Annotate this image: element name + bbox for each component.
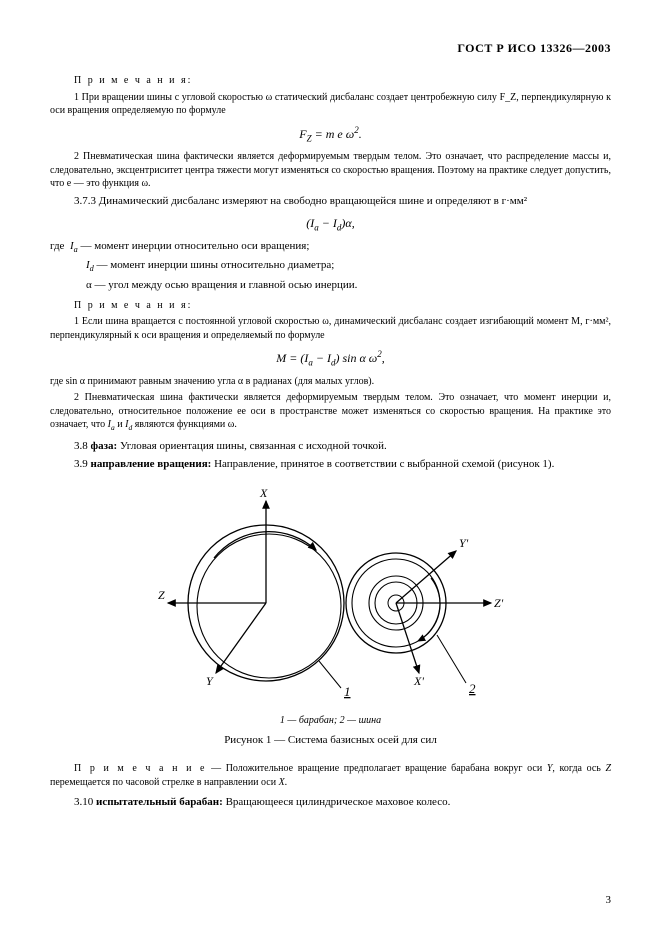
where-item-1: Ia — момент инерции относительно оси вра… xyxy=(70,240,309,252)
figure-svg: X Z Y 1 X' Z' xyxy=(156,483,506,703)
note-6: П р и м е ч а н и е — Положительное вращ… xyxy=(50,762,611,789)
notes-heading-1: П р и м е ч а н и я: xyxy=(50,74,611,88)
axis-y-label: Y xyxy=(206,674,214,688)
drum-group: X Z Y 1 xyxy=(158,486,351,699)
figure-1: X Z Y 1 X' Z' xyxy=(50,478,611,708)
formula-3: M = (Ia − Id) sin α ω2, xyxy=(50,348,611,369)
note-4: где sin α принимают равным значению угла… xyxy=(50,375,611,389)
label-2: 2 xyxy=(469,681,476,696)
tire-group: X' Z' Y' 2 xyxy=(346,536,504,696)
clause-3-7-3: 3.7.3 Динамический дисбаланс измеряют на… xyxy=(50,194,611,209)
where-2: Id — момент инерции шины относительно ди… xyxy=(86,258,611,274)
notes-heading-2: П р и м е ч а н и я: xyxy=(50,299,611,313)
note-3: 1 Если шина вращается с постоянной углов… xyxy=(50,315,611,342)
page-number: 3 xyxy=(606,893,612,908)
label-1: 1 xyxy=(344,684,351,699)
note-2: 2 Пневматическая шина фактически являетс… xyxy=(50,150,611,191)
axis-zp-label: Z' xyxy=(494,596,504,610)
axis-x-label: X xyxy=(259,486,268,500)
note-5: 2 Пневматическая шина фактически являетс… xyxy=(50,391,611,433)
where-3: α — угол между осью вращения и главной о… xyxy=(86,278,611,293)
where-label: где xyxy=(50,240,64,252)
formula-1: FZ = m e ω2. xyxy=(50,124,611,145)
axis-yp-label: Y' xyxy=(459,536,469,550)
where-1: где Ia — момент инерции относительно оси… xyxy=(50,239,611,255)
document-header: ГОСТ Р ИСО 13326—2003 xyxy=(50,40,611,56)
clause-3-8: 3.8 фаза: Угловая ориентация шины, связа… xyxy=(50,439,611,454)
axis-xp-label: X' xyxy=(413,674,424,688)
page-container: ГОСТ Р ИСО 13326—2003 П р и м е ч а н и … xyxy=(0,0,661,936)
note-1: 1 При вращении шины с угловой скоростью … xyxy=(50,91,611,118)
formula-2: (Ia − Id)α, xyxy=(50,215,611,234)
clause-3-9: 3.9 направление вращения: Направление, п… xyxy=(50,457,611,472)
clause-3-10: 3.10 испытательный барабан: Вращающееся … xyxy=(50,795,611,810)
figure-caption: Рисунок 1 — Система базисных осей для си… xyxy=(50,733,611,748)
figure-legend: 1 — барабан; 2 — шина xyxy=(50,714,611,728)
axis-z-label: Z xyxy=(158,588,165,602)
